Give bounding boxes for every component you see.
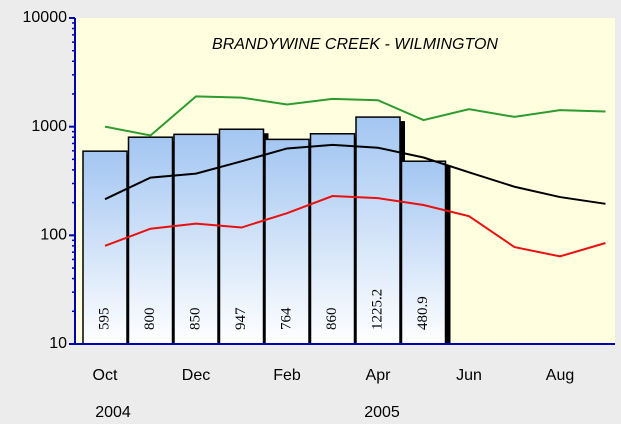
x-tick-label: Apr — [366, 367, 392, 384]
value-label: 860 — [324, 308, 340, 331]
y-tick-label: 100 — [40, 227, 67, 244]
bar — [355, 116, 401, 345]
x-tick-label: Aug — [546, 367, 574, 384]
value-label: 947 — [233, 307, 249, 330]
x-tick-label: Jun — [456, 367, 482, 384]
line — [104, 95, 606, 137]
year-label: 2005 — [364, 404, 400, 421]
line — [104, 143, 606, 205]
value-label: 800 — [142, 308, 158, 331]
x-tick-label: Dec — [182, 367, 210, 384]
value-label: 1225.2 — [369, 289, 385, 330]
y-tick-label: 1000 — [31, 118, 67, 135]
value-label: 850 — [187, 308, 203, 331]
x-tick-label: Feb — [273, 367, 301, 384]
y-tick-label: 10000 — [23, 9, 68, 26]
value-label: 595 — [96, 308, 112, 331]
y-tick-label: 10 — [49, 335, 67, 352]
year-label: 2004 — [95, 404, 131, 421]
x-tick-label: Oct — [93, 367, 118, 384]
chart-title: BRANDYWINE CREEK - WILMINGTON — [212, 36, 498, 53]
line — [104, 195, 606, 258]
bar — [400, 160, 447, 345]
value-label: 480.9 — [415, 296, 431, 330]
bar — [264, 138, 310, 345]
value-label: 764 — [278, 307, 294, 330]
